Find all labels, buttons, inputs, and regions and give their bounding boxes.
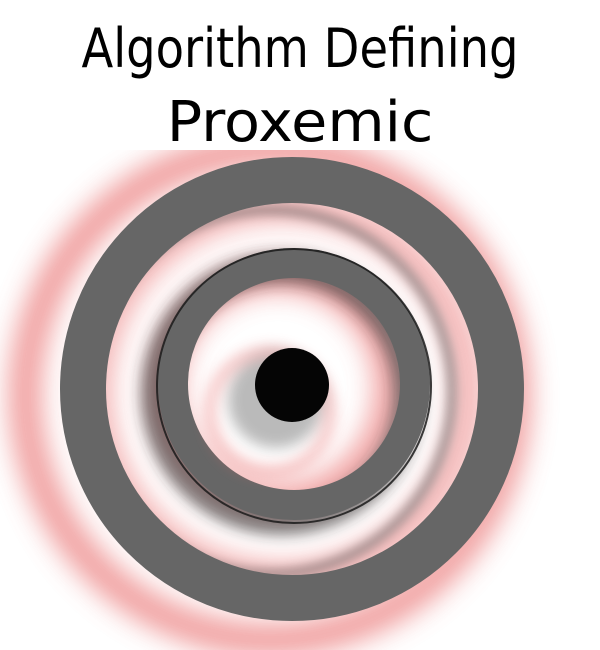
outer-ring bbox=[60, 157, 524, 621]
middle-ring-edge bbox=[156, 248, 432, 524]
page-title-line-1: Algorithm Defining bbox=[81, 17, 519, 80]
middle-ring bbox=[158, 248, 430, 520]
proxemic-diagram bbox=[11, 150, 529, 650]
page-title-line-2: Proxemic bbox=[166, 90, 434, 155]
center-red-shade bbox=[205, 347, 335, 477]
center-dot bbox=[255, 348, 329, 422]
